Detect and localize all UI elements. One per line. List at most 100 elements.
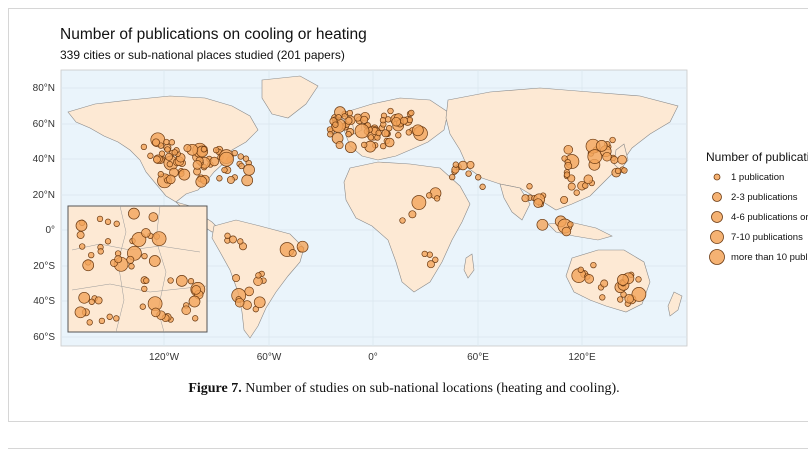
publication-marker: [577, 266, 584, 273]
publication-marker: [219, 151, 234, 167]
lat-label: 20°S: [33, 261, 55, 272]
publication-marker: [564, 161, 573, 170]
land-madagascar: [463, 253, 475, 279]
publication-marker: [406, 116, 414, 124]
publication-marker: [408, 109, 415, 117]
publication-marker: [181, 305, 191, 315]
figure-label: Figure 7.: [188, 381, 242, 396]
publication-marker: [75, 219, 88, 232]
publication-marker: [96, 215, 104, 223]
lat-label: 60°N: [33, 119, 55, 130]
publication-marker: [432, 256, 439, 263]
land-greenland: [261, 75, 319, 119]
publication-marker: [178, 168, 191, 181]
publication-marker: [183, 144, 192, 153]
legend-item-label: 7-10 publications: [731, 232, 803, 243]
publication-marker: [391, 116, 401, 127]
publication-marker: [621, 167, 628, 174]
publication-marker: [335, 141, 344, 150]
publication-marker: [192, 315, 199, 322]
publication-marker: [341, 113, 348, 120]
publication-marker: [346, 109, 353, 117]
publication-marker: [354, 123, 370, 139]
publication-marker: [344, 141, 357, 154]
publication-marker: [405, 129, 412, 136]
publication-marker: [387, 107, 394, 115]
publication-marker: [166, 174, 176, 185]
publication-marker: [617, 296, 624, 303]
lat-axis: 80°N 60°N 40°N 20°N 0° 20°S 40°S 60°S: [33, 83, 56, 343]
publication-marker: [599, 294, 606, 301]
publication-marker: [86, 319, 93, 326]
publication-marker: [563, 171, 571, 178]
publication-marker: [452, 161, 459, 168]
publication-marker: [188, 295, 201, 308]
publication-marker: [466, 160, 475, 169]
publication-marker: [224, 232, 231, 239]
land-india: [499, 183, 531, 221]
publication-marker: [150, 307, 161, 318]
legend-item-label: more than 10 publications: [731, 252, 808, 263]
legend-swatches: [709, 173, 725, 265]
publication-marker: [426, 251, 433, 258]
lat-label: 60°S: [33, 332, 55, 343]
publication-markers: [74, 106, 647, 326]
caption-text: Number of studies on sub-national locati…: [241, 381, 620, 396]
publication-marker: [221, 166, 228, 174]
publication-marker: [232, 274, 241, 283]
publication-marker: [449, 173, 456, 181]
publication-marker: [104, 238, 112, 245]
publication-marker: [411, 195, 427, 210]
publication-marker: [433, 195, 441, 202]
lat-label: 20°N: [33, 190, 55, 201]
publication-marker: [128, 207, 140, 220]
publication-marker: [379, 117, 387, 124]
publication-marker: [521, 194, 530, 203]
publication-marker: [175, 275, 188, 287]
publication-marker: [243, 164, 255, 176]
legend-item-label: 4-6 publications or more: [731, 212, 808, 223]
publication-marker: [152, 138, 160, 147]
lat-label: 0°: [45, 225, 55, 236]
publication-marker: [147, 152, 154, 159]
publication-marker: [408, 210, 417, 219]
publication-marker: [94, 296, 103, 305]
publication-marker: [126, 255, 135, 264]
publication-marker: [171, 149, 178, 156]
publication-marker: [226, 175, 235, 184]
figure-caption: Figure 7. Number of studies on sub-natio…: [0, 381, 808, 397]
publication-marker: [79, 243, 86, 250]
publication-marker: [610, 155, 619, 164]
publication-marker: [97, 248, 104, 255]
publication-marker: [237, 238, 244, 245]
publication-marker: [631, 287, 647, 302]
publication-marker: [635, 276, 642, 283]
publication-marker: [141, 252, 148, 260]
publication-marker: [168, 139, 176, 146]
publication-marker: [200, 146, 208, 153]
publication-marker: [479, 183, 486, 190]
publication-marker: [128, 263, 135, 270]
publication-marker: [88, 251, 95, 259]
publication-marker: [114, 255, 123, 264]
publication-marker: [78, 291, 91, 304]
publication-marker: [345, 131, 352, 138]
publication-marker: [367, 134, 375, 141]
lon-label: 60°E: [467, 352, 489, 363]
publication-marker: [426, 192, 433, 199]
map-title: Number of publications on cooling or hea…: [60, 26, 367, 43]
publication-marker: [88, 298, 95, 305]
publication-marker: [386, 125, 393, 132]
publication-marker: [475, 174, 482, 181]
publication-marker: [104, 218, 112, 225]
publication-marker: [166, 161, 173, 168]
publication-marker: [234, 297, 245, 308]
publication-marker: [157, 171, 164, 178]
publication-marker: [255, 272, 262, 279]
map-subtitle: 339 cities or sub-national places studie…: [60, 48, 345, 62]
legend-swatch-4: [710, 230, 724, 244]
publication-marker: [590, 261, 597, 269]
legend-swatch-5: [709, 249, 725, 265]
publication-marker: [238, 162, 245, 170]
publication-marker: [191, 285, 201, 295]
